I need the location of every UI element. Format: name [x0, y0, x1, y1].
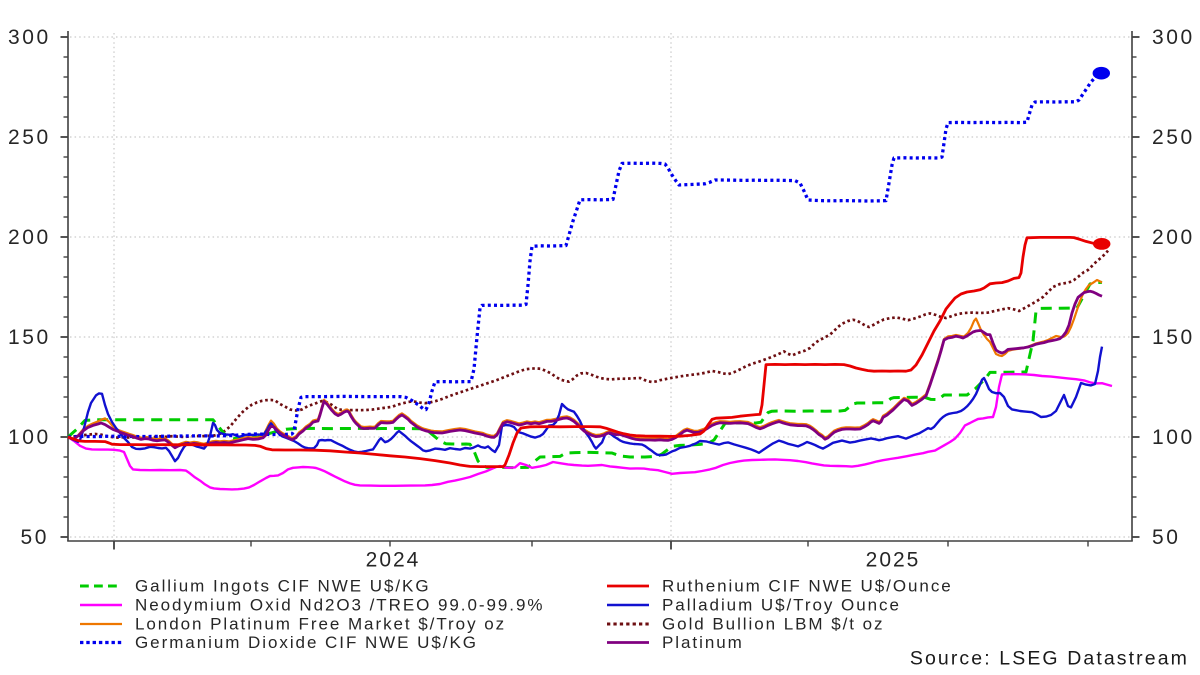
svg-text:Platinum: Platinum: [662, 633, 744, 652]
svg-text:Gold Bullion LBM $/t oz: Gold Bullion LBM $/t oz: [662, 615, 885, 634]
svg-text:Gallium Ingots CIF NWE U$/KG: Gallium Ingots CIF NWE U$/KG: [135, 577, 431, 596]
svg-text:200: 200: [8, 226, 51, 249]
svg-text:250: 250: [8, 126, 51, 149]
svg-text:250: 250: [1152, 126, 1195, 149]
svg-text:300: 300: [1152, 26, 1195, 49]
svg-text:Palladium U$/Troy Ounce: Palladium U$/Troy Ounce: [662, 596, 901, 615]
svg-text:150: 150: [1152, 326, 1195, 349]
svg-text:London Platinum Free Market $/: London Platinum Free Market $/Troy oz: [135, 615, 506, 634]
svg-text:Germanium Dioxide CIF NWE U$/K: Germanium Dioxide CIF NWE U$/KG: [135, 633, 478, 652]
svg-text:2024: 2024: [366, 549, 421, 572]
svg-text:100: 100: [1152, 426, 1195, 449]
svg-text:200: 200: [1152, 226, 1195, 249]
svg-text:Ruthenium CIF NWE U$/Ounce: Ruthenium CIF NWE U$/Ounce: [662, 577, 953, 596]
svg-text:50: 50: [1152, 526, 1181, 549]
svg-text:Neodymium Oxid Nd2O3 /TREO 99.: Neodymium Oxid Nd2O3 /TREO 99.0-99.9%: [135, 596, 544, 615]
svg-text:2025: 2025: [866, 549, 921, 572]
svg-text:150: 150: [8, 326, 51, 349]
svg-text:Source: LSEG Datastream: Source: LSEG Datastream: [910, 648, 1189, 670]
svg-text:300: 300: [8, 26, 51, 49]
svg-text:50: 50: [21, 526, 50, 549]
svg-text:100: 100: [8, 426, 51, 449]
